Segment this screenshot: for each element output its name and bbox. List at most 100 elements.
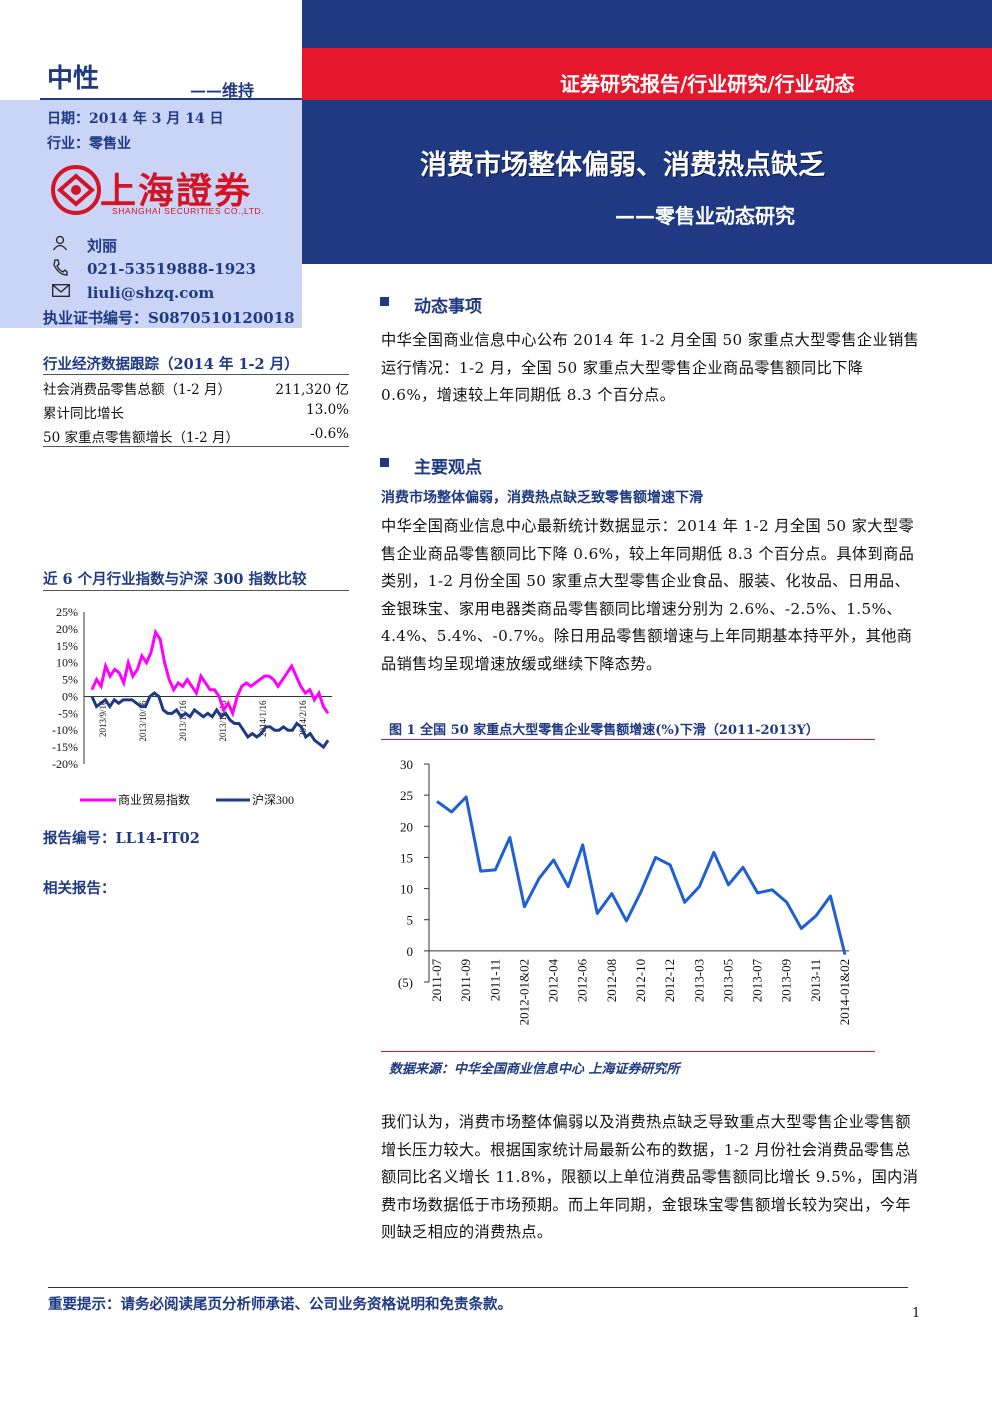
x-tick-label: 2012-10 xyxy=(633,959,648,1002)
company-logo-text: 上海證券 xyxy=(100,170,253,212)
econ-row-value: 211,320 亿 xyxy=(275,382,349,398)
econ-row-label: 累计同比增长 xyxy=(43,406,124,422)
y-tick-label: 5 xyxy=(407,913,414,928)
company-logo-icon xyxy=(51,165,101,215)
x-tick-label: 2014-01&02 xyxy=(837,959,852,1025)
econ-row-label: 50 家重点零售额增长（1-2 月） xyxy=(43,430,240,446)
econ-table-title: 行业经济数据跟踪（2014 年 1-2 月） xyxy=(43,356,299,373)
y-tick-label: 25% xyxy=(56,605,78,619)
x-tick-label: 2012-04 xyxy=(546,958,561,1002)
figure-bottom-line xyxy=(381,1051,875,1052)
report-number: 报告编号：LL14-IT02 xyxy=(43,830,200,847)
x-tick-label: 2011-07 xyxy=(429,958,444,1001)
y-tick-label: 25 xyxy=(400,788,413,803)
analyst-license: 执业证书编号：S0870510120018 xyxy=(43,309,295,327)
x-tick-label: 2011-09 xyxy=(458,959,473,1002)
banner-bottom-edge xyxy=(302,258,992,264)
y-tick-label: 10 xyxy=(400,882,413,897)
x-tick-label: 2012-01&02 xyxy=(516,959,531,1025)
x-tick-label: 2013-11 xyxy=(808,959,823,1002)
report-date: 日期：2014 年 3 月 14 日 xyxy=(47,111,224,127)
x-tick-label: 2012-06 xyxy=(575,958,590,1002)
econ-table-bottom-line xyxy=(43,446,349,447)
x-tick-label: 2013-05 xyxy=(720,959,735,1002)
view-paragraph: 中华全国商业信息中心最新统计数据显示：2014 年 1-2 月全国 50 家大型… xyxy=(381,517,915,673)
x-tick-label: 2013/10/16 xyxy=(138,700,148,742)
industry-index-chart: 25% 20% 15% 10% 5% 0% -5% -10% -15% -20% 2013/9/16… xyxy=(52,605,332,807)
x-tick-label: 2013/9/16 xyxy=(98,700,108,737)
y-tick-label: 10% xyxy=(56,656,78,670)
retail-growth-chart: 30 25 20 15 10 5 0 (5) 2011-07 2011-09 2011-11 2012… xyxy=(398,757,852,1025)
rating: 中性 xyxy=(47,64,100,94)
x-tick-label: 2014/2/16 xyxy=(298,700,308,737)
x-tick-label: 2013-03 xyxy=(691,959,706,1002)
y-tick-label: 15 xyxy=(400,850,413,865)
person-icon xyxy=(52,235,68,251)
industry: 行业：零售业 xyxy=(47,136,131,152)
title-banner xyxy=(302,100,992,258)
analyst-name: 刘丽 xyxy=(87,237,118,255)
related-reports: 相关报告： xyxy=(43,880,116,897)
econ-row: 50 家重点零售额增长（1-2 月） -0.6% xyxy=(43,426,349,446)
y-tick-label: -20% xyxy=(52,757,78,771)
analyst-phone: 021-53519888-1923 xyxy=(87,260,257,278)
sidebar-background xyxy=(0,100,302,328)
footer-line xyxy=(48,1287,908,1288)
econ-row-value: 13.0% xyxy=(306,402,349,418)
event-paragraph: 中华全国商业信息中心公布 2014 年 1-2 月全国 50 家重点大型零售企业… xyxy=(381,331,920,404)
y-tick-label: -10% xyxy=(52,723,78,737)
report-type-bar xyxy=(302,48,992,100)
x-tick-label: 2013-09 xyxy=(779,959,794,1002)
rating-underline xyxy=(40,98,302,100)
view-heading: 主要观点 xyxy=(414,458,482,478)
y-tick-label: 20% xyxy=(56,622,78,636)
page-subtitle: ——零售业动态研究 xyxy=(615,204,795,228)
y-tick-label: (5) xyxy=(398,975,413,990)
figure-top-line xyxy=(381,739,875,740)
view-subheading: 消费市场整体偏弱，消费热点缺乏致零售额增速下滑 xyxy=(381,490,703,506)
section-bullet xyxy=(380,297,389,306)
rating-sub: ——维持 xyxy=(190,81,255,100)
x-tick-label: 2013/11/16 xyxy=(178,700,188,741)
analyst-email[interactable]: liuli@shzq.com xyxy=(87,284,215,302)
legend-label: 商业贸易指数 xyxy=(118,792,190,807)
data-source: 数据来源：中华全国商业信息中心 上海证券研究所 xyxy=(389,1062,680,1077)
series-line xyxy=(90,691,330,750)
email-icon xyxy=(52,284,70,297)
econ-table-top-line xyxy=(43,374,349,375)
econ-row-value: -0.6% xyxy=(310,426,349,442)
y-tick-label: 0 xyxy=(407,944,414,959)
header-top-bar xyxy=(302,0,992,48)
x-tick-label: 2012-12 xyxy=(662,959,677,1002)
x-tick-label: 2011-11 xyxy=(487,959,502,1001)
report-type: 证券研究报告/行业研究/行业动态 xyxy=(560,72,855,96)
section-bullet xyxy=(380,458,389,467)
y-tick-label: 15% xyxy=(56,639,78,653)
series-line xyxy=(436,795,847,955)
page-title: 消费市场整体偏弱、消费热点缺乏 xyxy=(420,150,825,181)
company-logo-english: SHANGHAI SECURITIES CO.,LTD. xyxy=(112,206,265,216)
event-heading: 动态事项 xyxy=(414,297,482,317)
small-chart-title: 近 6 个月行业指数与沪深 300 指数比较 xyxy=(43,571,307,588)
legend-label: 沪深300 xyxy=(252,793,294,807)
x-tick-label: 2012-08 xyxy=(604,959,619,1002)
small-chart-title-line xyxy=(43,590,349,591)
page-number: 1 xyxy=(912,1306,921,1321)
econ-row-label: 社会消费品零售总额（1-2 月） xyxy=(43,382,232,398)
y-tick-label: -5% xyxy=(58,706,78,720)
footer-notice: 重要提示：请务必阅读尾页分析师承诺、公司业务资格说明和免责条款。 xyxy=(48,1296,512,1313)
y-tick-label: 5% xyxy=(62,673,78,687)
y-tick-label: 20 xyxy=(400,819,413,834)
y-tick-label: -15% xyxy=(52,740,78,754)
y-tick-label: 0% xyxy=(62,689,78,703)
phone-icon xyxy=(53,259,68,276)
x-tick-label: 2013/12/16 xyxy=(218,700,228,742)
econ-row: 社会消费品零售总额（1-2 月） 211,320 亿 xyxy=(43,378,349,398)
series-line xyxy=(90,628,330,718)
econ-row: 累计同比增长 13.0% xyxy=(43,402,349,422)
y-tick-label: 30 xyxy=(400,757,413,772)
x-tick-label: 2014/1/16 xyxy=(258,700,268,737)
figure-title: 图 1 全国 50 家重点大型零售企业零售额增速(%)下滑（2011-2013Y… xyxy=(389,723,819,738)
conclusion-paragraph: 我们认为，消费市场整体偏弱以及消费热点缺乏导致重点大型零售企业零售额增长压力较大… xyxy=(381,1113,919,1241)
x-tick-label: 2013-07 xyxy=(750,958,765,1002)
